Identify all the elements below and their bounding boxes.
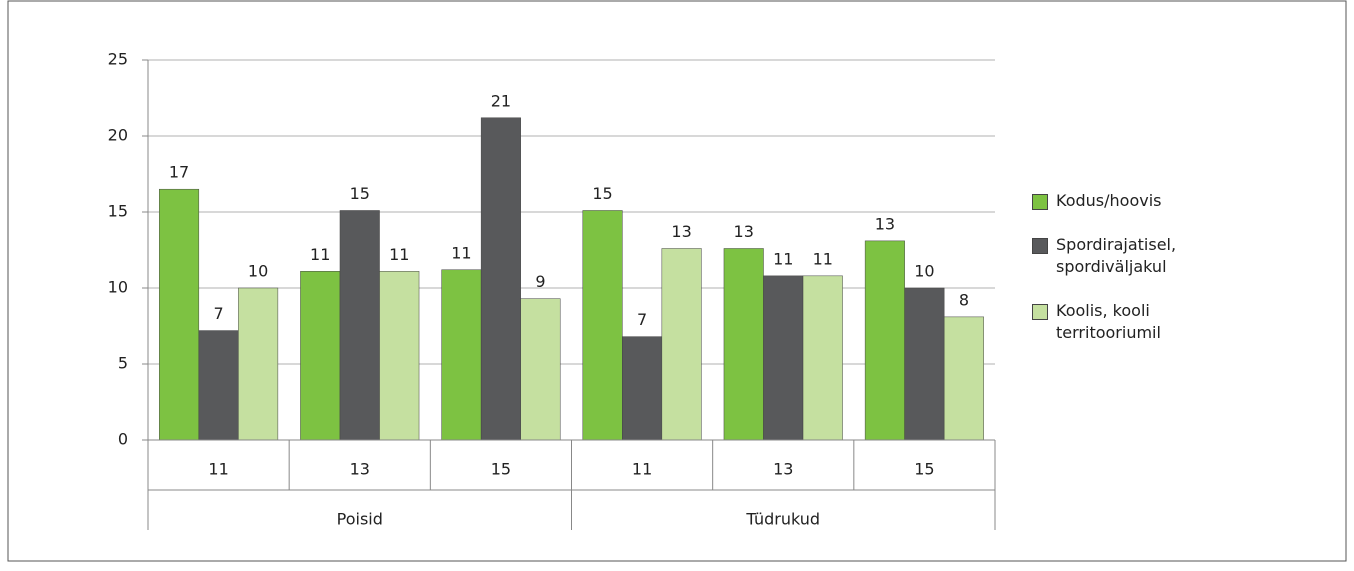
y-tick-label: 0 bbox=[118, 430, 128, 449]
value-label: 13 bbox=[671, 222, 691, 241]
legend-item: Spordirajatisel, spordiväljakul bbox=[1032, 234, 1247, 278]
value-label: 8 bbox=[959, 290, 969, 309]
legend: Kodus/hoovis Spordirajatisel, spordivälja… bbox=[1032, 190, 1247, 366]
bar bbox=[622, 336, 663, 441]
legend-label: Spordirajatisel, spordiväljakul bbox=[1056, 235, 1177, 276]
bar bbox=[300, 271, 341, 441]
bar bbox=[238, 287, 279, 441]
bar bbox=[763, 275, 804, 441]
legend-label: Koolis, kooli territooriumil bbox=[1056, 301, 1161, 342]
bar bbox=[723, 248, 764, 441]
legend-item: Kodus/hoovis bbox=[1032, 190, 1247, 212]
value-label: 9 bbox=[535, 272, 545, 291]
bar bbox=[441, 269, 482, 441]
group-label: Poisid bbox=[337, 510, 383, 529]
legend-swatch bbox=[1032, 238, 1048, 254]
value-label: 11 bbox=[451, 243, 471, 262]
y-tick-label: 20 bbox=[108, 126, 128, 145]
value-label: 13 bbox=[875, 214, 895, 233]
bar bbox=[520, 298, 561, 441]
bar bbox=[480, 117, 521, 441]
legend-swatch bbox=[1032, 304, 1048, 320]
bar bbox=[943, 316, 984, 441]
bar bbox=[379, 271, 420, 441]
x-tick-label: 15 bbox=[491, 460, 511, 479]
bar bbox=[582, 210, 623, 441]
y-tick-label: 5 bbox=[118, 354, 128, 373]
x-tick-label: 11 bbox=[208, 460, 228, 479]
value-label: 11 bbox=[310, 245, 330, 264]
x-tick-label: 13 bbox=[350, 460, 370, 479]
value-label: 17 bbox=[169, 163, 189, 182]
bar bbox=[802, 275, 843, 441]
value-label: 11 bbox=[813, 249, 833, 268]
legend-swatch bbox=[1032, 194, 1048, 210]
value-label: 15 bbox=[592, 184, 612, 203]
value-label: 10 bbox=[914, 262, 934, 281]
group-label: Tüdrukud bbox=[745, 510, 820, 529]
y-tick-label: 10 bbox=[108, 278, 128, 297]
bar bbox=[159, 188, 200, 441]
bar bbox=[904, 287, 945, 441]
frame bbox=[7, 0, 1347, 562]
bar bbox=[661, 248, 702, 441]
value-label: 10 bbox=[248, 262, 268, 281]
bar bbox=[198, 330, 239, 441]
value-label: 11 bbox=[773, 249, 793, 268]
bar bbox=[339, 210, 380, 441]
legend-label: Kodus/hoovis bbox=[1056, 191, 1162, 210]
y-tick-label: 15 bbox=[108, 202, 128, 221]
bar bbox=[864, 240, 905, 441]
value-label: 21 bbox=[491, 91, 511, 110]
legend-item: Koolis, kooli territooriumil bbox=[1032, 300, 1247, 344]
value-label: 7 bbox=[213, 304, 223, 323]
x-tick-label: 13 bbox=[773, 460, 793, 479]
value-label: 11 bbox=[389, 245, 409, 264]
x-tick-label: 15 bbox=[914, 460, 934, 479]
y-tick-label: 25 bbox=[108, 50, 128, 69]
value-label: 15 bbox=[350, 184, 370, 203]
value-label: 13 bbox=[734, 222, 754, 241]
x-tick-label: 11 bbox=[632, 460, 652, 479]
value-label: 7 bbox=[637, 310, 647, 329]
